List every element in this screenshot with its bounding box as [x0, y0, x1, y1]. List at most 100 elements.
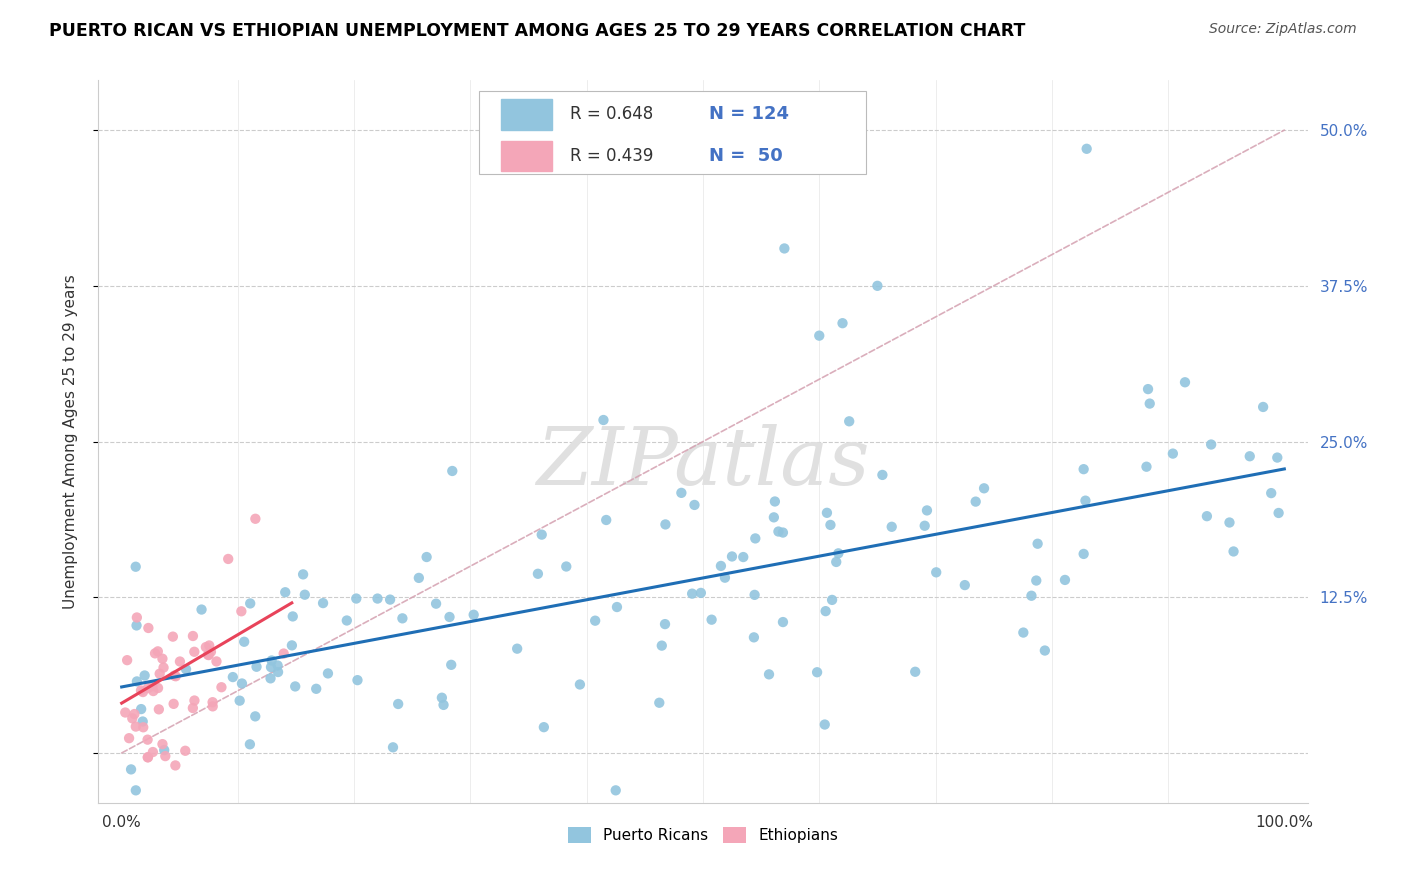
Point [1218, 516, 1240, 530]
Point [439, 610, 461, 624]
Point [148, 702, 170, 716]
Point [274, 585, 297, 599]
Point [120, 763, 142, 777]
Point [953, 578, 976, 592]
Point [654, 517, 676, 532]
Point [312, 596, 335, 610]
Point [408, 571, 430, 585]
Point [346, 673, 368, 687]
Point [121, 711, 143, 725]
Point [925, 566, 948, 580]
Point [391, 611, 413, 625]
Point [367, 591, 389, 606]
Point [648, 696, 671, 710]
Bar [501, 99, 551, 129]
Text: R = 0.439: R = 0.439 [569, 147, 654, 165]
Point [125, 720, 148, 734]
Point [174, 744, 197, 758]
Point [415, 549, 437, 564]
Point [815, 506, 838, 520]
Point [194, 640, 217, 654]
Point [595, 513, 617, 527]
Point [165, 669, 187, 683]
Point [762, 510, 785, 524]
Point [1195, 509, 1218, 524]
Point [245, 659, 267, 673]
Point [904, 665, 927, 679]
Point [915, 503, 938, 517]
Point [1026, 537, 1049, 551]
Point [530, 527, 553, 541]
Point [1012, 625, 1035, 640]
Point [245, 512, 267, 526]
Point [1161, 447, 1184, 461]
Point [162, 630, 184, 644]
Point [872, 467, 894, 482]
Point [152, 737, 174, 751]
Point [1135, 459, 1157, 474]
Point [973, 481, 995, 495]
Point [1267, 506, 1289, 520]
Point [174, 662, 197, 676]
Text: N =  50: N = 50 [709, 147, 783, 165]
Point [742, 631, 765, 645]
Point [125, 618, 148, 632]
Point [568, 677, 591, 691]
Point [710, 558, 733, 573]
FancyBboxPatch shape [479, 91, 866, 174]
Point [1251, 400, 1274, 414]
Point [1074, 493, 1097, 508]
Point [201, 695, 224, 709]
Point [239, 596, 262, 610]
Point [231, 676, 253, 690]
Point [425, 597, 447, 611]
Point [231, 604, 253, 618]
Point [866, 278, 889, 293]
Point [197, 648, 219, 662]
Point [965, 494, 987, 508]
Text: Source: ZipAtlas.com: Source: ZipAtlas.com [1209, 22, 1357, 37]
Point [200, 645, 222, 659]
Point [1174, 376, 1197, 390]
Point [763, 494, 786, 508]
Point [1265, 450, 1288, 465]
Point [651, 639, 673, 653]
Point [700, 613, 723, 627]
Point [1076, 142, 1098, 156]
Point [129, 683, 152, 698]
Point [152, 651, 174, 665]
Point [163, 668, 186, 682]
Point [136, 750, 159, 764]
Point [142, 745, 165, 759]
Point [125, 783, 148, 797]
Point [260, 653, 283, 667]
Point [124, 706, 146, 721]
Point [1139, 396, 1161, 410]
Point [198, 639, 221, 653]
Point [125, 610, 148, 624]
Point [772, 615, 794, 629]
Point [382, 740, 405, 755]
Point [344, 591, 367, 606]
Point [430, 690, 453, 705]
Point [233, 634, 256, 648]
Point [209, 680, 232, 694]
Point [758, 667, 780, 681]
Point [654, 617, 676, 632]
Point [831, 316, 853, 330]
Point [440, 657, 463, 672]
Point [681, 587, 703, 601]
Point [197, 648, 219, 662]
Point [671, 486, 693, 500]
Point [772, 525, 794, 540]
Point [1239, 449, 1261, 463]
Y-axis label: Unemployment Among Ages 25 to 29 years: Unemployment Among Ages 25 to 29 years [63, 274, 77, 609]
Point [1033, 643, 1056, 657]
Point [132, 685, 155, 699]
Point [131, 714, 153, 729]
Point [149, 666, 172, 681]
Point [129, 702, 152, 716]
Point [814, 717, 837, 731]
Point [245, 709, 267, 723]
Point [880, 520, 903, 534]
